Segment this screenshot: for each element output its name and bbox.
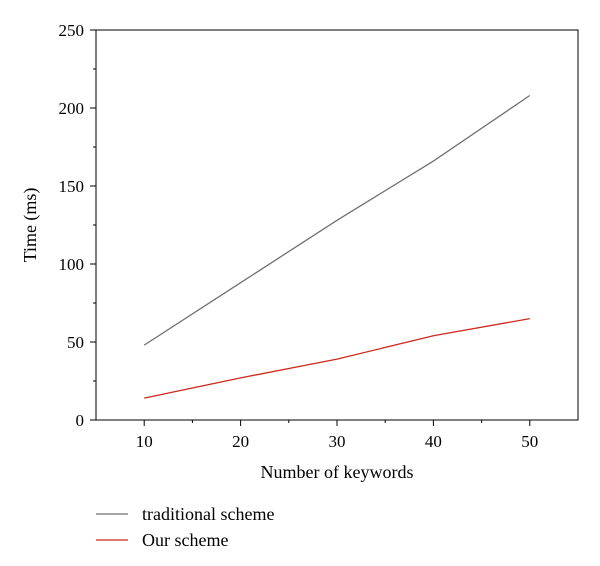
y-tick-label: 100 xyxy=(59,255,85,274)
series-line-traditional-scheme xyxy=(143,94,531,346)
axis-ticks: 0 50 100 150 200 250 10 20 30 40 50 xyxy=(59,21,539,451)
y-tick-label: 150 xyxy=(59,177,85,196)
x-tick-label: 10 xyxy=(136,432,153,451)
legend-item-our-scheme: Our scheme xyxy=(96,530,228,550)
x-tick-label: 50 xyxy=(521,432,538,451)
y-tick-label: 200 xyxy=(59,99,85,118)
series-lines xyxy=(143,94,531,399)
x-tick-label: 40 xyxy=(425,432,442,451)
x-tick-label: 20 xyxy=(232,432,249,451)
legend: traditional scheme Our scheme xyxy=(96,504,274,550)
legend-label: Our scheme xyxy=(142,530,228,550)
series-line-our-scheme xyxy=(144,317,530,399)
axes xyxy=(95,29,579,421)
x-tick-label: 30 xyxy=(329,432,346,451)
plot-frame xyxy=(95,29,579,421)
y-tick-label: 250 xyxy=(59,21,85,40)
y-axis-title: Time (ms) xyxy=(20,188,41,263)
y-tick-label: 0 xyxy=(76,411,85,430)
legend-item-traditional-scheme: traditional scheme xyxy=(96,504,274,524)
x-axis-title: Number of keywords xyxy=(261,462,414,482)
y-tick-label: 50 xyxy=(67,333,84,352)
legend-label: traditional scheme xyxy=(142,504,274,524)
